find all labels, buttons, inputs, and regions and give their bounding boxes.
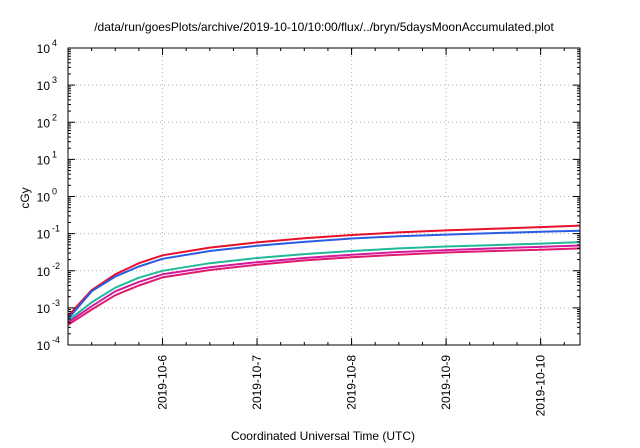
y-tick-label: 10: [37, 265, 51, 279]
x-tick-label: 2019-10-9: [439, 355, 453, 410]
x-tick-label: 2019-10-7: [250, 355, 264, 410]
y-tick-label-exponent: 4: [52, 38, 57, 48]
series-line-1: [67, 224, 581, 317]
x-tick-label: 2019-10-8: [345, 355, 359, 410]
y-tick-label: 10: [37, 79, 51, 93]
series-line-2: [67, 229, 581, 320]
y-tick-label: 10: [37, 42, 51, 56]
y-tick-label-exponent: -1: [52, 224, 60, 234]
y-tick-label: 10: [37, 191, 51, 205]
y-tick-label: 10: [37, 153, 51, 167]
y-tick-label-exponent: -4: [52, 335, 60, 345]
x-axis-label: Coordinated Universal Time (UTC): [231, 429, 415, 443]
series-line-4: [67, 244, 581, 324]
series-line-5: [67, 247, 581, 326]
y-tick-label: 10: [37, 228, 51, 242]
series-lines: [67, 224, 581, 326]
y-tick-label-exponent: 3: [52, 75, 57, 85]
y-axis-label: cGy: [18, 187, 32, 208]
y-tick-label-exponent: 2: [52, 112, 57, 122]
y-tick-label-exponent: 1: [52, 149, 57, 159]
y-tick-label: 10: [37, 116, 51, 130]
grid: [68, 48, 580, 345]
y-tick-label-exponent: -2: [52, 261, 60, 271]
y-tick-label-exponent: 0: [52, 187, 57, 197]
x-tick-label: 2019-10-6: [156, 355, 170, 410]
series-line-3: [67, 241, 581, 322]
x-tick-label: 2019-10-10: [534, 355, 548, 417]
y-tick-label: 10: [37, 339, 51, 353]
y-tick-label: 10: [37, 302, 51, 316]
y-tick-label-exponent: -3: [52, 298, 60, 308]
x-tick-labels: 2019-10-6 2019-10-7 2019-10-8 2019-10-9 2019…: [67, 48, 565, 417]
chart-title: /data/run/goesPlots/archive/2019-10-10/1…: [94, 20, 554, 34]
